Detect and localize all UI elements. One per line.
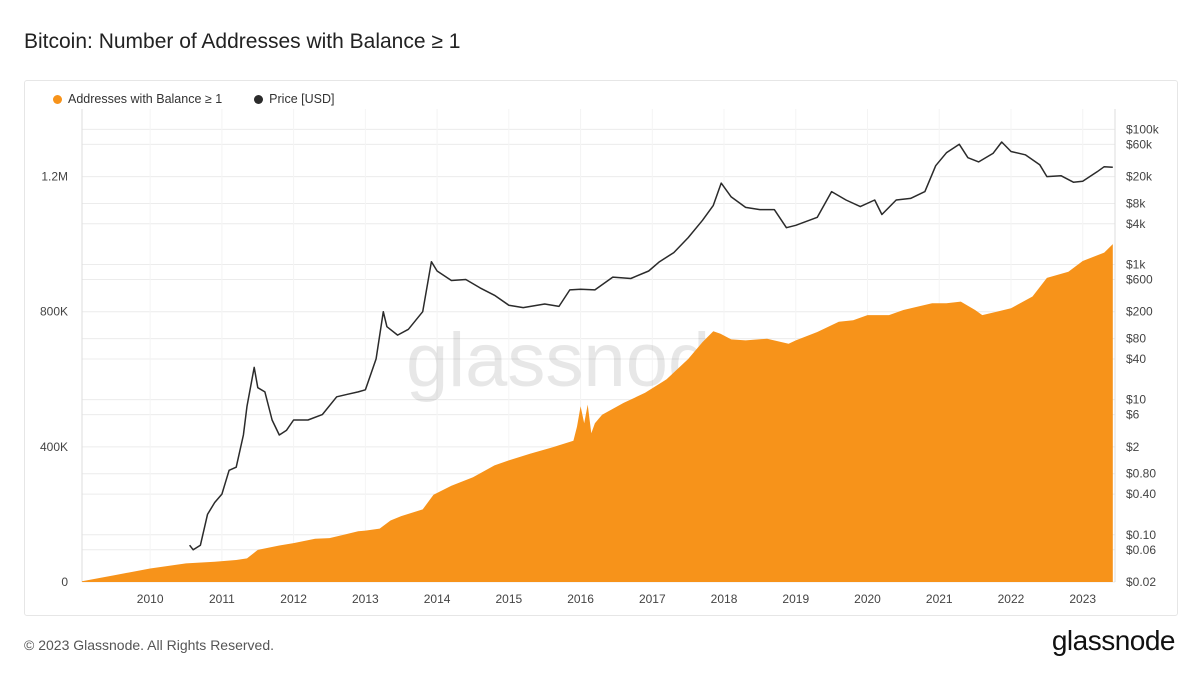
y-left-tick-label: 0 <box>61 575 68 589</box>
y-right-tick-label: $80 <box>1126 332 1146 346</box>
legend-label-addresses: Addresses with Balance ≥ 1 <box>68 92 223 106</box>
price-line <box>189 141 1113 551</box>
y-left-tick-label: 400K <box>40 440 68 454</box>
x-tick-label: 2020 <box>854 592 881 606</box>
y-right-tick-label: $60k <box>1126 137 1153 151</box>
glassnode-logo: glassnode <box>1051 625 1176 656</box>
legend-item-price[interactable]: Price [USD] <box>254 92 334 106</box>
chart-title: Bitcoin: Number of Addresses with Balanc… <box>24 30 461 53</box>
y-right-tick-label: $600 <box>1126 272 1153 286</box>
chart-legend: Addresses with Balance ≥ 1 Price [USD] <box>53 92 334 106</box>
x-tick-label: 2015 <box>495 592 522 606</box>
x-tick-label: 2023 <box>1069 592 1096 606</box>
y-left-tick-label: 1.2M <box>41 170 68 184</box>
x-tick-label: 2019 <box>782 592 809 606</box>
y-right-tick-label: $1k <box>1126 257 1146 271</box>
legend-dot-price <box>254 94 264 104</box>
y-right-tick-label: $8k <box>1126 196 1146 210</box>
y-right-tick-label: $20k <box>1126 170 1153 184</box>
y-right-tick-label: $0.40 <box>1126 487 1156 501</box>
chart-plot: glassnode 2010 2011 2012 2013 2014 2015 2016 20… <box>40 109 1160 606</box>
y-left-tick-label: 800K <box>40 305 68 319</box>
y-right-tick-label: $0.80 <box>1126 467 1156 481</box>
legend-item-addresses[interactable]: Addresses with Balance ≥ 1 <box>53 92 222 106</box>
x-tick-label: 2016 <box>567 592 594 606</box>
x-tick-label: 2010 <box>137 592 164 606</box>
footer-copyright: © 2023 Glassnode. All Rights Reserved. <box>24 637 275 653</box>
y-right-tick-label: $10 <box>1126 393 1146 407</box>
x-tick-label: 2013 <box>352 592 379 606</box>
y-right-tick-label: $0.06 <box>1126 543 1156 557</box>
y-right-tick-label: $0.02 <box>1126 575 1156 589</box>
y-right-tick-label: $200 <box>1126 305 1153 319</box>
x-tick-label: 2018 <box>711 592 738 606</box>
chart-panel: Addresses with Balance ≥ 1 Price [USD] g… <box>24 80 1178 616</box>
y-right-tick-label: $2 <box>1126 440 1140 454</box>
addresses-area <box>82 244 1113 582</box>
y-right-tick-label: $6 <box>1126 408 1140 422</box>
x-tick-label: 2011 <box>209 592 235 606</box>
x-tick-label: 2014 <box>424 592 451 606</box>
y-right-tick-label: $40 <box>1126 352 1146 366</box>
y-right-tick-label: $100k <box>1126 122 1160 136</box>
legend-label-price: Price [USD] <box>269 92 335 106</box>
y-right-tick-label: $4k <box>1126 217 1146 231</box>
x-tick-label: 2022 <box>998 592 1025 606</box>
legend-dot-addresses <box>53 94 62 104</box>
x-tick-label: 2017 <box>639 592 666 606</box>
x-tick-label: 2012 <box>280 592 307 606</box>
x-tick-label: 2021 <box>926 592 953 606</box>
y-right-tick-label: $0.10 <box>1126 528 1156 542</box>
